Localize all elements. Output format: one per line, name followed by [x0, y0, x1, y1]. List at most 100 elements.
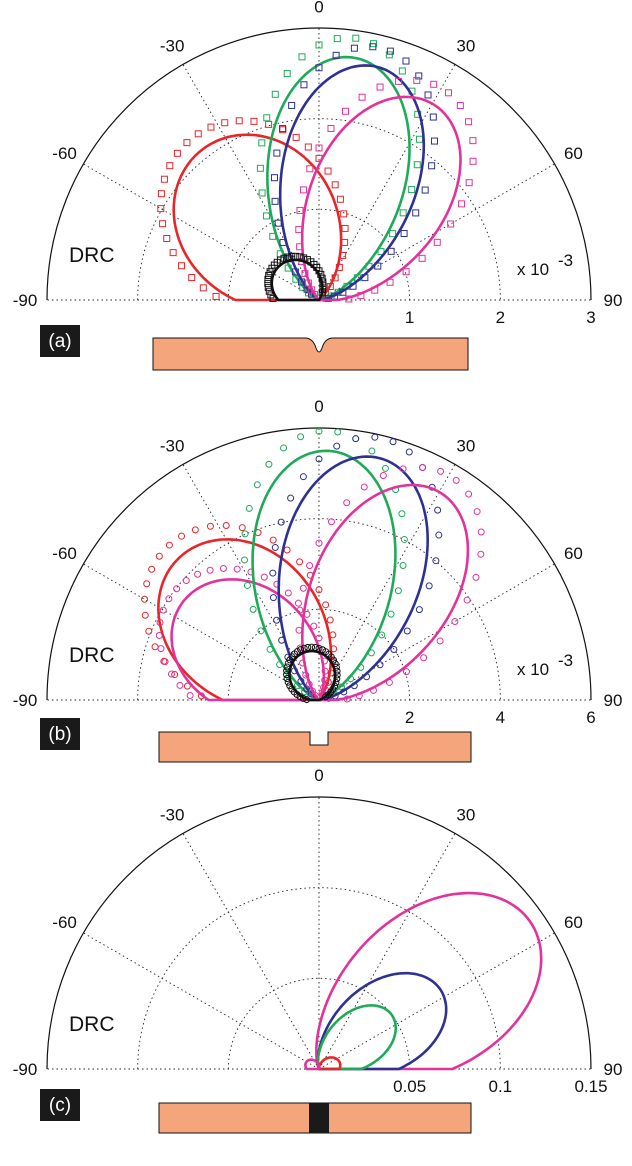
- data-marker: [253, 481, 261, 489]
- data-marker: [167, 670, 175, 678]
- data-marker: [315, 644, 323, 652]
- data-marker: [284, 264, 292, 272]
- data-marker: [291, 667, 299, 675]
- data-marker: [308, 687, 316, 695]
- data-marker: [315, 539, 323, 547]
- data-marker: [270, 174, 278, 182]
- substrate-profile: [152, 337, 469, 371]
- data-marker: [300, 644, 308, 652]
- data-marker: [398, 67, 406, 75]
- data-marker: [299, 584, 307, 592]
- panel-label: (b): [48, 724, 71, 745]
- data-marker: [329, 631, 337, 639]
- data-marker: [433, 238, 441, 246]
- data-marker: [301, 270, 309, 278]
- data-marker: [342, 107, 350, 115]
- grid-spoke: [318, 833, 456, 1070]
- data-marker: [296, 243, 304, 251]
- grid-spoke: [182, 833, 320, 1070]
- substrate-insert: [309, 1103, 329, 1133]
- data-marker: [280, 254, 288, 262]
- angle-tick-label: 30: [456, 437, 475, 456]
- data-marker: [361, 274, 369, 282]
- data-marker: [472, 573, 480, 581]
- data-marker: [186, 691, 194, 699]
- data-marker: [321, 667, 329, 675]
- data-marker: [415, 606, 423, 614]
- angle-tick-label: -90: [13, 1060, 38, 1079]
- data-marker: [165, 541, 173, 549]
- data-marker: [308, 643, 316, 651]
- data-marker: [321, 676, 329, 684]
- data-marker: [273, 616, 281, 624]
- data-marker: [386, 278, 394, 286]
- data-marker: [221, 119, 229, 127]
- data-marker: [402, 668, 410, 676]
- data-marker: [302, 671, 310, 679]
- data-marker: [430, 80, 438, 88]
- data-marker: [283, 546, 291, 554]
- data-marker: [273, 149, 281, 157]
- series-line-green: [251, 449, 397, 702]
- data-marker: [402, 57, 410, 65]
- grid-spoke: [83, 163, 320, 301]
- data-marker: [419, 463, 427, 471]
- series-line-green: [316, 1004, 398, 1071]
- data-marker: [369, 43, 377, 51]
- data-marker: [279, 125, 287, 133]
- data-marker: [298, 53, 306, 61]
- polar-panel-1: -90 -60 -30 0 30 60 90 1 2 3 DRC x 10 -3 (a): [13, 0, 622, 371]
- data-marker: [207, 123, 215, 131]
- data-marker: [334, 428, 342, 436]
- data-marker: [271, 544, 279, 552]
- data-marker: [315, 144, 323, 152]
- data-marker: [160, 175, 168, 183]
- data-marker: [276, 661, 284, 669]
- data-marker: [178, 532, 186, 540]
- data-marker: [420, 654, 428, 662]
- data-marker: [363, 673, 371, 681]
- data-marker: [157, 645, 165, 653]
- grid-spoke: [83, 932, 320, 1070]
- data-marker: [320, 657, 328, 665]
- data-marker: [322, 601, 330, 609]
- data-marker: [257, 627, 265, 635]
- data-marker: [295, 626, 303, 634]
- data-marker: [222, 522, 230, 530]
- data-marker: [428, 162, 436, 170]
- data-marker: [165, 595, 173, 603]
- angle-tick-label: 30: [456, 37, 475, 56]
- data-marker: [332, 678, 340, 686]
- data-marker: [324, 167, 332, 175]
- data-marker: [385, 51, 393, 59]
- data-marker: [376, 661, 384, 669]
- data-marker: [283, 674, 291, 682]
- data-marker: [324, 294, 332, 302]
- data-marker: [292, 133, 300, 141]
- data-marker: [319, 282, 327, 290]
- data-marker: [331, 660, 339, 668]
- data-marker: [148, 565, 156, 573]
- data-marker: [333, 442, 341, 450]
- data-marker: [463, 596, 471, 604]
- data-marker: [327, 124, 335, 132]
- data-marker: [183, 139, 191, 147]
- data-marker: [284, 678, 292, 686]
- radial-tick-label: 3: [586, 308, 595, 327]
- data-marker: [399, 209, 407, 217]
- angle-tick-label: -30: [160, 37, 185, 56]
- data-marker: [266, 645, 274, 653]
- data-marker: [284, 659, 292, 667]
- data-marker: [400, 535, 408, 543]
- grid-spoke: [318, 64, 456, 301]
- data-marker: [304, 643, 312, 651]
- data-marker: [171, 671, 179, 679]
- data-marker: [306, 165, 314, 173]
- data-marker: [477, 550, 485, 558]
- data-marker: [318, 689, 326, 697]
- polar-panel-2: -90 -60 -30 0 30 60 90 2 4 6 DRC x 10 -3 (b): [13, 397, 622, 763]
- data-marker: [300, 186, 308, 194]
- data-marker: [432, 557, 440, 565]
- data-marker: [324, 678, 332, 686]
- data-marker: [293, 681, 301, 689]
